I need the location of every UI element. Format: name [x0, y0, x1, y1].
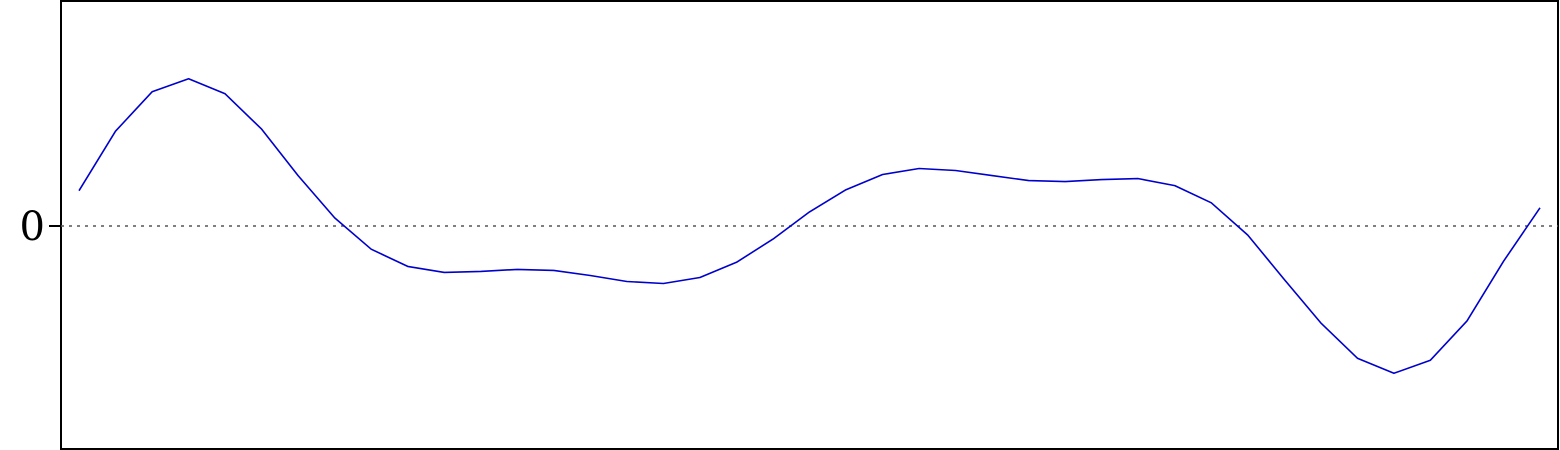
- plot-frame: [60, 0, 1559, 450]
- y-tick-label-0: 0: [20, 204, 45, 250]
- series-layer: [78, 77, 1541, 375]
- series-line-0: [78, 77, 1541, 375]
